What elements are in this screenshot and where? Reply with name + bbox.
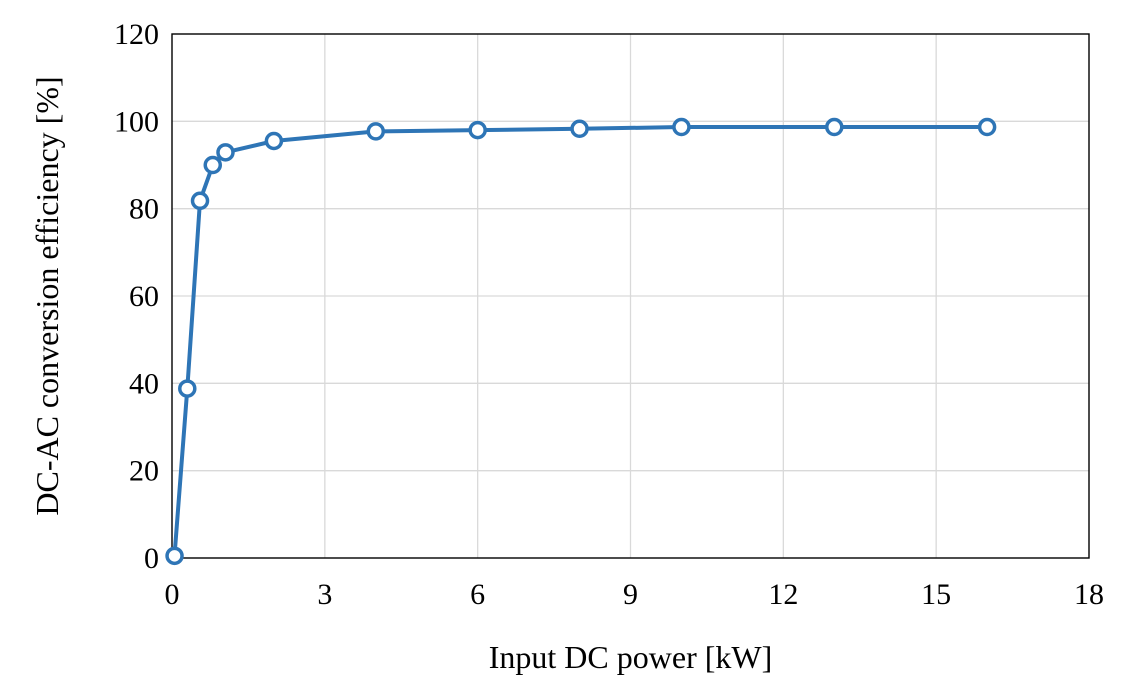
plot-area-frame: [171, 33, 1090, 559]
data-point-marker: [178, 379, 197, 398]
y-tick-label: 100: [114, 105, 159, 138]
y-tick-label: 20: [129, 455, 159, 488]
y-tick-label: 120: [114, 18, 159, 51]
data-point-marker: [570, 119, 589, 139]
x-tick-label: 15: [921, 578, 951, 611]
x-tick-label: 6: [470, 578, 485, 611]
data-point-marker: [190, 191, 210, 211]
data-point-marker: [366, 122, 386, 141]
data-point-marker: [468, 120, 487, 140]
x-tick-label: 0: [165, 578, 180, 611]
data-point-marker: [165, 546, 184, 566]
x-tick-label: 9: [623, 578, 638, 611]
data-series: [165, 117, 997, 566]
x-tick-label: 18: [1074, 578, 1104, 611]
x-tick-label: 3: [317, 578, 332, 611]
data-point-marker: [203, 155, 223, 175]
y-axis-title: DC-AC conversion efficiency [%]: [29, 76, 65, 515]
y-axis-tick-labels: 0 20 40 60 80 100 120: [114, 18, 159, 575]
data-point-marker: [825, 117, 844, 137]
x-tick-label: 12: [768, 578, 798, 611]
data-point-marker: [977, 117, 997, 137]
y-tick-label: 80: [129, 193, 159, 226]
y-tick-label: 0: [144, 542, 159, 575]
gridlines: [172, 34, 1089, 558]
data-point-marker: [264, 131, 284, 151]
series-line: [172, 125, 988, 556]
x-axis-title: Input DC power [kW]: [489, 639, 772, 675]
y-tick-label: 60: [129, 280, 159, 313]
x-axis-tick-labels: 0 3 6 9 12 15 18: [165, 578, 1105, 611]
y-tick-label: 40: [129, 367, 159, 400]
data-point-marker: [672, 117, 691, 137]
data-point-marker: [216, 143, 235, 162]
